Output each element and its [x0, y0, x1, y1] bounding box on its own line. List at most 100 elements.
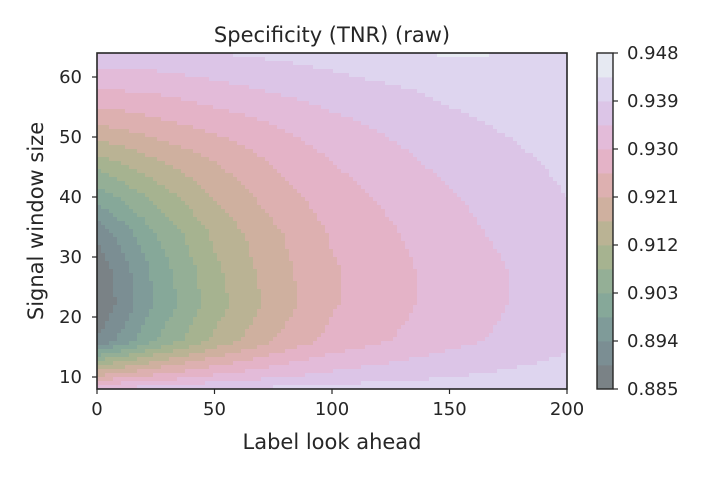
contour-cell: [289, 97, 294, 102]
contour-cell: [393, 213, 398, 218]
contour-cell: [181, 185, 186, 190]
contour-cell: [429, 81, 434, 86]
contour-cell: [261, 161, 266, 166]
contour-cell: [561, 173, 566, 178]
contour-cell: [209, 61, 214, 66]
contour-cell: [305, 85, 310, 90]
contour-cell: [349, 181, 354, 186]
contour-cell: [145, 137, 150, 142]
contour-cell: [349, 161, 354, 166]
contour-cell: [433, 169, 438, 174]
contour-cell: [505, 93, 510, 98]
contour-cell: [225, 189, 230, 194]
contour-cell: [421, 109, 426, 114]
contour-cell: [485, 121, 490, 126]
contour-cell: [441, 217, 446, 222]
contour-cell: [153, 85, 158, 90]
contour-cell: [341, 133, 346, 138]
contour-cell: [409, 85, 414, 90]
contour-cell: [377, 193, 382, 198]
contour-cell: [537, 117, 542, 122]
contour-cell: [561, 85, 566, 90]
contour-cell: [213, 89, 218, 94]
contour-cell: [525, 101, 530, 106]
contour-cell: [153, 201, 158, 206]
contour-cell: [525, 73, 530, 78]
contour-cell: [365, 129, 370, 134]
contour-cell: [361, 73, 366, 78]
contour-cell: [525, 93, 530, 98]
contour-cell: [425, 153, 430, 158]
contour-cell: [141, 161, 146, 166]
contour-cell: [389, 181, 394, 186]
contour-cell: [457, 209, 462, 214]
contour-cell: [301, 89, 306, 94]
contour-cell: [509, 113, 514, 118]
contour-cell: [193, 117, 198, 122]
contour-cell: [429, 89, 434, 94]
contour-cell: [113, 213, 118, 218]
contour-cell: [221, 189, 226, 194]
contour-cell: [401, 117, 406, 122]
contour-cell: [349, 61, 354, 66]
contour-cell: [105, 145, 110, 150]
contour-cell: [189, 109, 194, 114]
contour-cell: [265, 69, 270, 74]
contour-cell: [197, 57, 202, 62]
contour-cell: [161, 125, 166, 130]
contour-cell: [537, 57, 542, 62]
contour-cell: [189, 197, 194, 202]
contour-cell: [509, 93, 514, 98]
contour-cell: [489, 181, 494, 186]
contour-cell: [237, 89, 242, 94]
contour-cell: [349, 101, 354, 106]
contour-cell: [397, 85, 402, 90]
contour-cell: [345, 89, 350, 94]
contour-cell: [229, 177, 234, 182]
contour-cell: [497, 157, 502, 162]
contour-cell: [413, 89, 418, 94]
contour-cell: [213, 109, 218, 114]
contour-cell: [433, 53, 438, 58]
contour-cell: [229, 137, 234, 142]
contour-cell: [549, 205, 554, 210]
contour-cell: [121, 61, 126, 66]
contour-cell: [149, 93, 154, 98]
contour-cell: [161, 141, 166, 146]
contour-cell: [349, 57, 354, 62]
contour-cell: [249, 73, 254, 78]
contour-cell: [465, 105, 470, 110]
contour-cell: [437, 177, 442, 182]
contour-cell: [405, 197, 410, 202]
contour-cell: [265, 89, 270, 94]
contour-cell: [465, 189, 470, 194]
contour-cell: [457, 69, 462, 74]
contour-cell: [273, 137, 278, 142]
contour-cell: [145, 61, 150, 66]
contour-cell: [509, 121, 514, 126]
contour-cell: [121, 153, 126, 158]
contour-cell: [553, 181, 558, 186]
contour-cell: [381, 69, 386, 74]
contour-cell: [561, 137, 566, 142]
contour-cell: [565, 129, 567, 134]
contour-cell: [289, 161, 294, 166]
contour-cell: [533, 109, 538, 114]
contour-cell: [245, 201, 250, 206]
contour-cell: [309, 81, 314, 86]
contour-cell: [373, 129, 378, 134]
contour-cell: [389, 117, 394, 122]
contour-cell: [225, 145, 230, 150]
contour-cell: [505, 121, 510, 126]
contour-cell: [125, 81, 130, 86]
contour-cell: [105, 213, 110, 218]
contour-cell: [365, 185, 370, 190]
contour-cell: [293, 153, 298, 158]
contour-cell: [253, 61, 258, 66]
contour-cell: [193, 189, 198, 194]
contour-cell: [225, 69, 230, 74]
contour-cell: [505, 53, 510, 58]
contour-cell: [565, 101, 567, 106]
contour-cell: [177, 53, 182, 58]
contour-cell: [405, 65, 410, 70]
